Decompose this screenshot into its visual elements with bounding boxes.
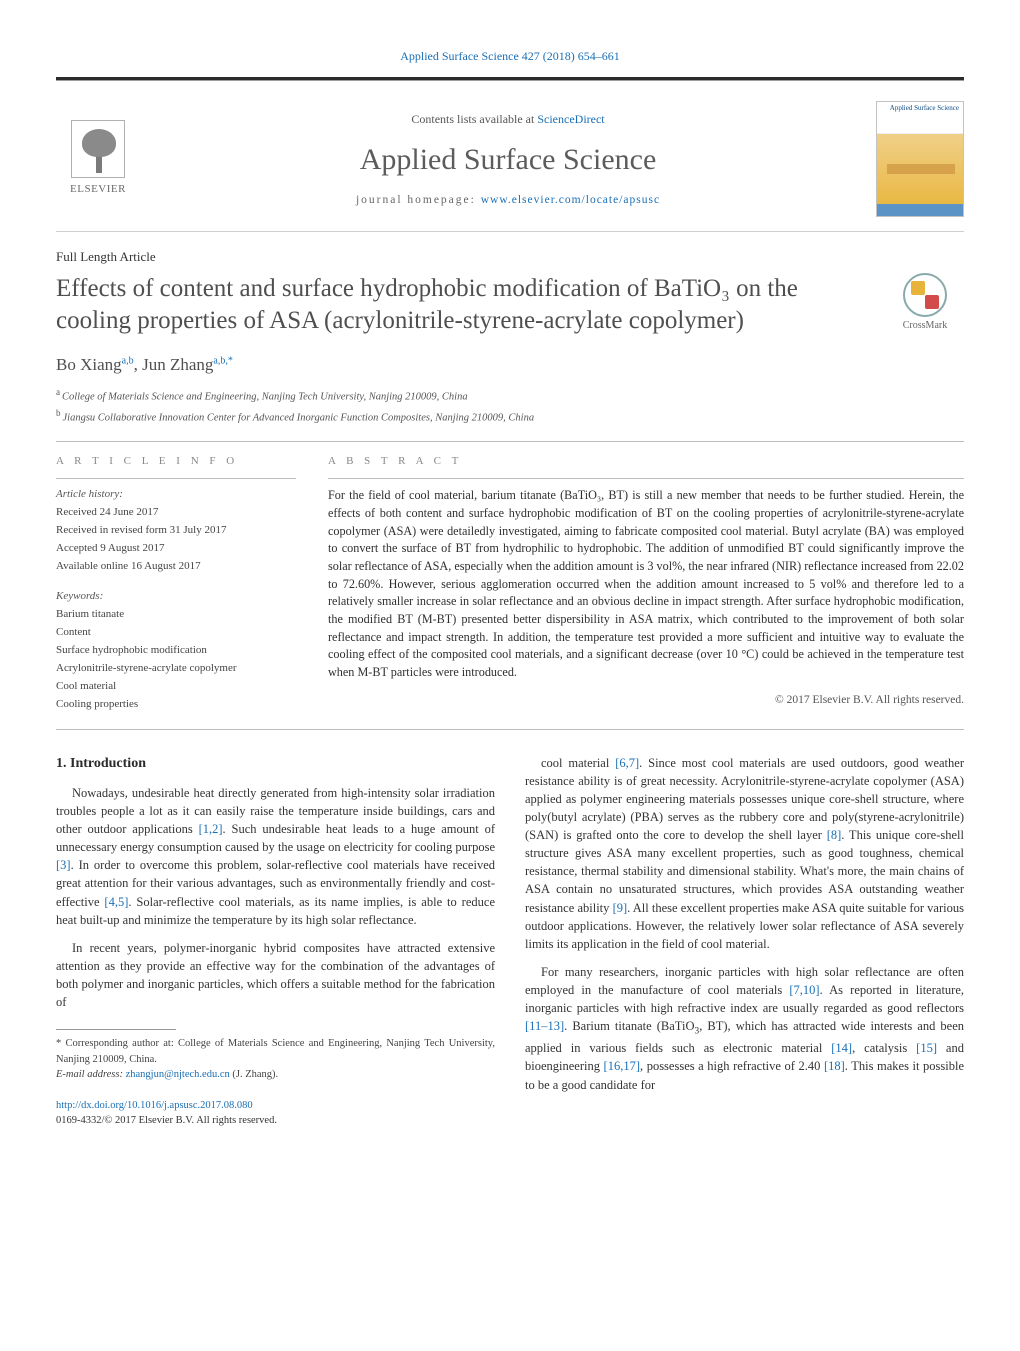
rule-before-meta [56,441,964,442]
affil-a-text: College of Materials Science and Enginee… [62,391,468,402]
email-link[interactable]: zhangjun@njtech.edu.cn [126,1069,230,1080]
abstract-copyright: © 2017 Elsevier B.V. All rights reserved… [328,692,964,709]
doi-link[interactable]: http://dx.doi.org/10.1016/j.apsusc.2017.… [56,1100,253,1111]
corresponding-footnote: * Corresponding author at: College of Ma… [56,1036,495,1082]
email-who: (J. Zhang). [230,1069,278,1080]
ref-12[interactable]: [1,2] [199,822,223,836]
column-left: 1. Introduction Nowadays, undesirable he… [56,754,495,1129]
rule-after-abstract [56,729,964,730]
ref-67[interactable]: [6,7] [615,756,639,770]
intro-p2: In recent years, polymer-inorganic hybri… [56,939,495,1012]
cover-image-icon [877,134,963,204]
contents-line: Contents lists available at ScienceDirec… [160,111,856,128]
contents-prefix: Contents lists available at [411,112,537,126]
ref-15[interactable]: [15] [916,1041,937,1055]
keywords-heading: Keywords: [56,589,296,605]
keyword-1: Content [56,625,296,641]
author-1: Bo Xiang [56,355,122,374]
crossmark-label: CrossMark [903,320,947,331]
ref-14[interactable]: [14] [831,1041,852,1055]
intro-heading: 1. Introduction [56,754,495,774]
affil-b-text: Jiangsu Collaborative Innovation Center … [63,412,535,423]
info-rule [56,478,296,479]
homepage-line: journal homepage: www.elsevier.com/locat… [160,192,856,209]
affiliation-a: aCollege of Materials Science and Engine… [56,386,964,405]
rule-top-thin [56,80,964,81]
sciencedirect-link[interactable]: ScienceDirect [537,112,604,126]
footer-block: http://dx.doi.org/10.1016/j.apsusc.2017.… [56,1098,495,1128]
keyword-3: Acrylonitrile-styrene-acrylate copolymer [56,661,296,677]
paper-title: Effects of content and surface hydrophob… [56,273,872,337]
article-info-block: A R T I C L E I N F O Article history: R… [56,454,296,714]
keyword-4: Cool material [56,679,296,695]
ref-3[interactable]: [3] [56,858,71,872]
top-citation: Applied Surface Science 427 (2018) 654–6… [56,48,964,65]
history-accepted: Accepted 9 August 2017 [56,541,296,557]
top-citation-link[interactable]: Applied Surface Science 427 (2018) 654–6… [400,49,620,63]
ref-9[interactable]: [9] [613,901,628,915]
intro-p1: Nowadays, undesirable heat directly gene… [56,784,495,929]
intro-p3: cool material [6,7]. Since most cool mat… [525,754,964,953]
elsevier-word: ELSEVIER [70,182,126,198]
article-type-label: Full Length Article [56,248,964,267]
article-info-heading: A R T I C L E I N F O [56,454,296,470]
journal-cover-thumb: Applied Surface Science [876,101,964,217]
crossmark-icon [903,273,947,317]
intro-p4: For many researchers, inorganic particle… [525,963,964,1094]
body-columns: 1. Introduction Nowadays, undesirable he… [56,754,964,1129]
elsevier-logo: ELSEVIER [56,120,140,198]
affiliation-b: bJiangsu Collaborative Innovation Center… [56,407,964,426]
history-revised: Received in revised form 31 July 2017 [56,523,296,539]
ref-1113[interactable]: [11–13] [525,1019,564,1033]
cover-head: Applied Surface Science [877,102,963,134]
ref-1617[interactable]: [16,17] [604,1059,640,1073]
journal-title: Applied Surface Science [160,138,856,182]
ref-8[interactable]: [8] [827,828,842,842]
homepage-link[interactable]: www.elsevier.com/locate/apsusc [481,194,660,206]
column-right: cool material [6,7]. Since most cool mat… [525,754,964,1129]
author-1-affil: a,b [122,356,134,367]
email-label: E-mail address: [56,1069,126,1080]
journal-banner: ELSEVIER Contents lists available at Sci… [56,89,964,232]
authors-line: Bo Xianga,b, Jun Zhanga,b,* [56,353,964,378]
author-2-affil: a,b,* [213,356,232,367]
footnote-rule [56,1029,176,1030]
corr-text: * Corresponding author at: College of Ma… [56,1036,495,1066]
cover-bar [877,204,963,216]
author-2: , Jun Zhang [134,355,214,374]
ref-18[interactable]: [18] [824,1059,845,1073]
homepage-prefix: journal homepage: [356,194,481,206]
issn-line: 0169-4332/© 2017 Elsevier B.V. All right… [56,1115,277,1126]
keyword-0: Barium titanate [56,607,296,623]
abstract-rule [328,478,964,479]
keyword-5: Cooling properties [56,697,296,713]
crossmark-widget[interactable]: CrossMark [886,273,964,334]
ref-45[interactable]: [4,5] [104,895,128,909]
abstract-block: A B S T R A C T For the field of cool ma… [328,454,964,714]
abstract-text: For the field of cool material, barium t… [328,487,964,682]
history-online: Available online 16 August 2017 [56,559,296,575]
history-received: Received 24 June 2017 [56,505,296,521]
ref-710[interactable]: [7,10] [789,983,819,997]
keyword-2: Surface hydrophobic modification [56,643,296,659]
elsevier-tree-icon [71,120,125,178]
history-heading: Article history: [56,487,296,503]
abstract-heading: A B S T R A C T [328,454,964,470]
